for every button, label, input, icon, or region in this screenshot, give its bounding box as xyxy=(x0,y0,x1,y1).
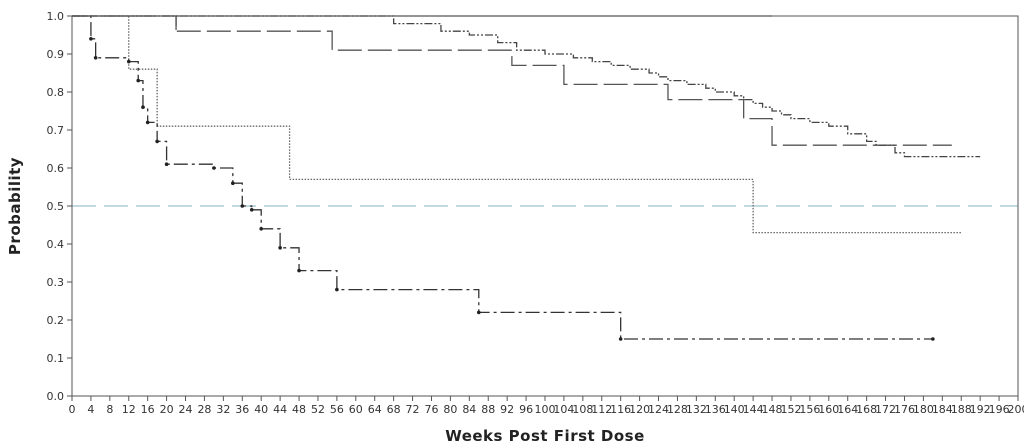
series-point xyxy=(297,268,301,273)
x-tick-label: 184 xyxy=(932,403,953,416)
x-tick-label: 152 xyxy=(780,403,801,416)
y-tick-label: 0.0 xyxy=(47,390,65,403)
x-tick-label: 64 xyxy=(368,403,382,416)
series-point xyxy=(164,162,169,166)
series-point xyxy=(89,37,93,41)
x-tick-label: 32 xyxy=(216,403,230,416)
x-tick-label: 180 xyxy=(913,403,934,416)
x-tick-label: 176 xyxy=(894,403,915,416)
x-axis-ticks: 0 4 8 12 16 20 24 28 32 36 40 44 48 52 56 60 64 68 72 76 80 8… xyxy=(69,396,1024,416)
x-tick-label: 200 xyxy=(1008,403,1024,416)
series-point xyxy=(136,78,141,83)
x-tick-label: 156 xyxy=(799,403,820,416)
x-tick-label: 0 xyxy=(69,403,76,416)
x-tick-label: 36 xyxy=(235,403,249,416)
series-line-5 xyxy=(72,15,933,340)
series-lines xyxy=(72,15,981,341)
x-tick-label: 60 xyxy=(349,403,363,416)
x-tick-label: 28 xyxy=(197,403,211,416)
y-tick-label: 0.1 xyxy=(47,352,65,365)
x-tick-label: 144 xyxy=(743,403,764,416)
series-point xyxy=(618,337,623,341)
y-tick-label: 0.4 xyxy=(47,238,65,251)
x-tick-label: 136 xyxy=(705,403,726,416)
series-point xyxy=(231,181,235,185)
series-line-3 xyxy=(72,15,981,158)
x-tick-label: 8 xyxy=(106,403,113,416)
x-tick-label: 68 xyxy=(387,403,401,416)
y-tick-label: 0.8 xyxy=(47,86,65,99)
y-tick-label: 0.3 xyxy=(47,276,65,289)
x-tick-label: 100 xyxy=(535,403,556,416)
x-tick-label: 116 xyxy=(610,403,631,416)
x-tick-label: 4 xyxy=(87,403,94,416)
x-tick-label: 20 xyxy=(160,403,174,416)
y-axis-ticks: 0.0 0.1 0.2 0.3 0.4 0.5 0.6 0.7 0.8 0.9 1.0 xyxy=(47,10,72,403)
x-tick-label: 104 xyxy=(553,403,574,416)
y-tick-label: 0.7 xyxy=(47,124,65,137)
series-point xyxy=(93,56,98,60)
y-tick-label: 1.0 xyxy=(47,10,65,23)
x-tick-label: 24 xyxy=(179,403,193,416)
y-axis-title: Probability xyxy=(6,157,24,255)
x-tick-label: 80 xyxy=(443,403,457,416)
series-line-2 xyxy=(72,15,952,146)
y-tick-label: 0.5 xyxy=(47,200,65,213)
series-point xyxy=(145,120,150,125)
x-tick-label: 164 xyxy=(837,403,858,416)
x-tick-label: 56 xyxy=(330,403,344,416)
x-tick-label: 48 xyxy=(292,403,306,416)
x-tick-label: 128 xyxy=(667,403,688,416)
series-point xyxy=(126,59,131,64)
x-tick-label: 168 xyxy=(856,403,877,416)
x-tick-label: 12 xyxy=(122,403,136,416)
series-point xyxy=(155,139,159,144)
x-tick-label: 84 xyxy=(462,403,476,416)
series-point xyxy=(240,204,245,208)
x-tick-label: 132 xyxy=(686,403,707,416)
x-tick-label: 112 xyxy=(591,403,612,416)
x-tick-label: 120 xyxy=(629,403,650,416)
x-tick-label: 92 xyxy=(500,403,514,416)
x-tick-label: 76 xyxy=(424,403,438,416)
x-tick-label: 140 xyxy=(724,403,745,416)
x-tick-label: 88 xyxy=(481,403,495,416)
series-point xyxy=(278,246,282,250)
x-tick-label: 108 xyxy=(572,403,593,416)
y-tick-label: 0.2 xyxy=(47,314,65,327)
plot-frame xyxy=(71,15,1019,397)
y-tick-label: 0.6 xyxy=(47,162,65,175)
x-tick-label: 188 xyxy=(951,403,972,416)
x-tick-label: 52 xyxy=(311,403,325,416)
x-axis-title: Weeks Post First Dose xyxy=(445,427,645,445)
series-point xyxy=(931,337,935,341)
x-tick-label: 72 xyxy=(406,403,420,416)
series-line-4 xyxy=(72,15,962,234)
x-tick-label: 96 xyxy=(519,403,533,416)
x-tick-label: 148 xyxy=(762,403,783,416)
x-tick-label: 16 xyxy=(141,403,155,416)
series-point xyxy=(249,208,254,212)
series-point xyxy=(141,105,145,109)
series-point xyxy=(335,287,339,292)
x-tick-label: 40 xyxy=(254,403,268,416)
y-tick-label: 0.9 xyxy=(47,48,65,61)
x-tick-label: 192 xyxy=(970,403,991,416)
x-tick-label: 172 xyxy=(875,403,896,416)
x-tick-label: 196 xyxy=(989,403,1010,416)
series-point xyxy=(259,227,264,231)
series-point xyxy=(476,310,481,315)
x-tick-label: 160 xyxy=(818,403,839,416)
x-tick-label: 44 xyxy=(273,403,287,416)
series-point xyxy=(212,166,216,170)
x-tick-label: 124 xyxy=(648,403,669,416)
